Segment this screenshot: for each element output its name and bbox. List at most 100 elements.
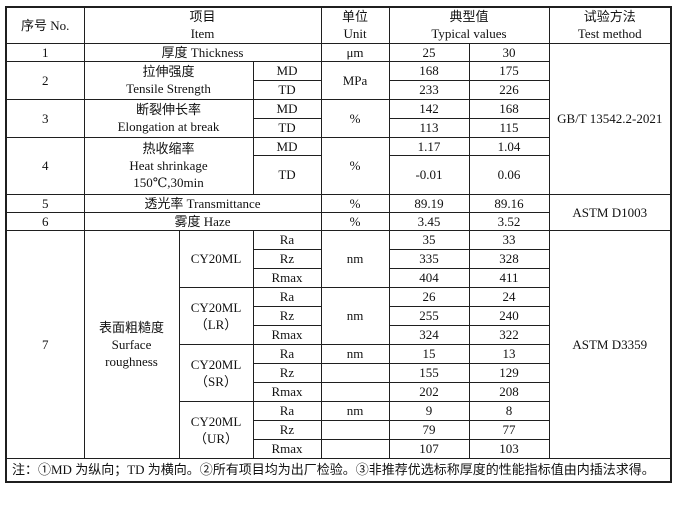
cell-value: 168 <box>388 60 470 81</box>
cell-value: 77 <box>468 419 550 440</box>
cell-param: Rmax <box>252 438 322 459</box>
cell-param: Ra <box>252 286 322 307</box>
header-item: 项目 Item <box>83 6 322 44</box>
header-method-en: Test method <box>577 26 642 42</box>
cell-value: 155 <box>388 362 470 383</box>
cell-value: 25 <box>388 42 470 62</box>
header-unit: 单位 Unit <box>320 6 390 44</box>
row-shrinkage-td: TD -0.01 0.06 <box>6 154 671 195</box>
cell-param: Ra <box>252 343 322 364</box>
cell-row-no: 7 <box>5 229 85 459</box>
row-thickness: 1 厚度 Thickness μm 25 30 GB/T 13542.2-202… <box>5 42 672 195</box>
item-en: Elongation at break <box>117 119 220 134</box>
cell-value: 233 <box>388 79 470 100</box>
cell-unit: nm <box>320 400 390 421</box>
cell-item-elongation: 断裂伸长率 Elongation at break <box>83 98 254 138</box>
cell-value: 208 <box>468 381 550 402</box>
cell-value: 30 <box>468 42 550 62</box>
cell-direction: MD <box>252 60 322 81</box>
cell-unit-empty <box>320 362 390 383</box>
cell-group-cy20ml-lr: CY20ML （LR） <box>178 286 254 345</box>
item-zh: 拉伸强度 <box>142 64 195 79</box>
cell-param: Rz <box>252 248 322 269</box>
cell-group-cy20ml-ur: CY20ML （UR） <box>178 400 254 459</box>
cell-unit: % <box>320 98 390 138</box>
cell-value: 9 <box>388 400 470 421</box>
cell-param: Rmax <box>252 267 322 288</box>
cell-value: 175 <box>468 60 550 81</box>
cell-value: 115 <box>468 117 550 138</box>
cell-value: 322 <box>468 324 550 345</box>
cell-unit: % <box>320 193 390 213</box>
cell-value: 0.06 <box>468 154 550 195</box>
cell-value: 24 <box>468 286 550 307</box>
cell-value: 202 <box>388 381 470 402</box>
cell-value: 103 <box>468 438 550 459</box>
item-zh: 热收缩率 <box>142 141 195 156</box>
group-suffix: （SR） <box>195 373 237 389</box>
cell-row-no: 2 <box>5 60 85 100</box>
cell-unit: % <box>320 136 390 195</box>
cell-direction: MD <box>252 136 322 156</box>
cell-item-thickness: 厚度 Thickness <box>83 42 322 62</box>
item-en: Tensile Strength <box>126 81 211 96</box>
cell-value: 226 <box>468 79 550 100</box>
row-roughness-g3-ra: CY20ML （UR） Ra nm 9 8 <box>6 400 671 459</box>
cell-value: 411 <box>468 267 550 288</box>
cell-row-no: 3 <box>5 98 85 138</box>
row-shrinkage-md: 4 热收缩率 Heat shrinkage 150℃,30min MD % 1.… <box>5 136 671 195</box>
row-roughness-g1-rz: Rz 255 240 <box>6 305 671 326</box>
cell-item-shrinkage: 热收缩率 Heat shrinkage 150℃,30min <box>83 136 254 195</box>
header-row: 序号 No. 项目 Item 单位 Unit 典型值 Typical value… <box>5 6 672 44</box>
cell-value: 335 <box>388 248 470 269</box>
item-en: roughness <box>105 353 158 369</box>
cell-value: 89.19 <box>388 193 470 213</box>
cell-direction: TD <box>252 154 322 195</box>
cell-value: 142 <box>388 98 470 119</box>
row-roughness-g0-rz: Rz 335 328 <box>6 248 671 269</box>
cell-value: 79 <box>388 419 470 440</box>
row-roughness-g2-rmax: Rmax 202 208 <box>6 381 671 402</box>
row-haze: 6 雾度 Haze % 3.45 3.52 <box>5 211 671 231</box>
cell-unit-empty <box>320 381 390 402</box>
cell-group-cy20ml: CY20ML <box>178 229 254 288</box>
cell-test-method-d3359: ASTM D3359 <box>548 229 672 459</box>
cell-item-haze: 雾度 Haze <box>83 211 322 231</box>
group-suffix: （LR） <box>194 316 238 332</box>
cell-param: Ra <box>252 400 322 421</box>
item-zh: 表面粗糙度 <box>98 319 164 335</box>
cell-value: 33 <box>468 229 550 250</box>
item-en: Surface <box>111 336 152 352</box>
cell-value: 255 <box>388 305 470 326</box>
cell-param: Rz <box>252 419 322 440</box>
cell-value: 89.16 <box>468 193 550 213</box>
cell-param: Ra <box>252 229 322 250</box>
cell-unit-empty <box>320 419 390 440</box>
header-typical-en: Typical values <box>431 26 507 42</box>
cell-value: 328 <box>468 248 550 269</box>
cell-direction: TD <box>252 79 322 100</box>
row-roughness-g1-ra: CY20ML （LR） Ra nm 26 24 <box>6 286 671 345</box>
cell-param: Rz <box>252 362 322 383</box>
cell-value: 1.17 <box>388 136 470 156</box>
row-transmittance: 5 透光率 Transmittance % 89.19 89.16 ASTM D… <box>5 193 672 231</box>
cell-item-roughness: 表面粗糙度 Surface roughness <box>83 229 180 459</box>
header-no: 序号 No. <box>5 6 85 44</box>
group-name: CY20ML <box>190 413 242 429</box>
cell-item-transmittance: 透光率 Transmittance <box>83 193 322 213</box>
cell-value: 129 <box>468 362 550 383</box>
item-condition: 150℃,30min <box>133 175 204 190</box>
row-elongation-md: 3 断裂伸长率 Elongation at break MD % 142 168 <box>5 98 671 138</box>
cell-row-no: 1 <box>5 42 85 62</box>
cell-param: Rmax <box>252 324 322 345</box>
cell-value: 13 <box>468 343 550 364</box>
header-unit-zh: 单位 <box>341 9 368 25</box>
cell-row-no: 6 <box>5 211 85 231</box>
header-typical-zh: 典型值 <box>449 9 489 25</box>
cell-value: 240 <box>468 305 550 326</box>
cell-value: 15 <box>388 343 470 364</box>
row-roughness-g3-rz: Rz 79 77 <box>6 419 671 440</box>
item-zh: 断裂伸长率 <box>135 102 201 117</box>
cell-param: Rmax <box>252 381 322 402</box>
cell-value: 8 <box>468 400 550 421</box>
